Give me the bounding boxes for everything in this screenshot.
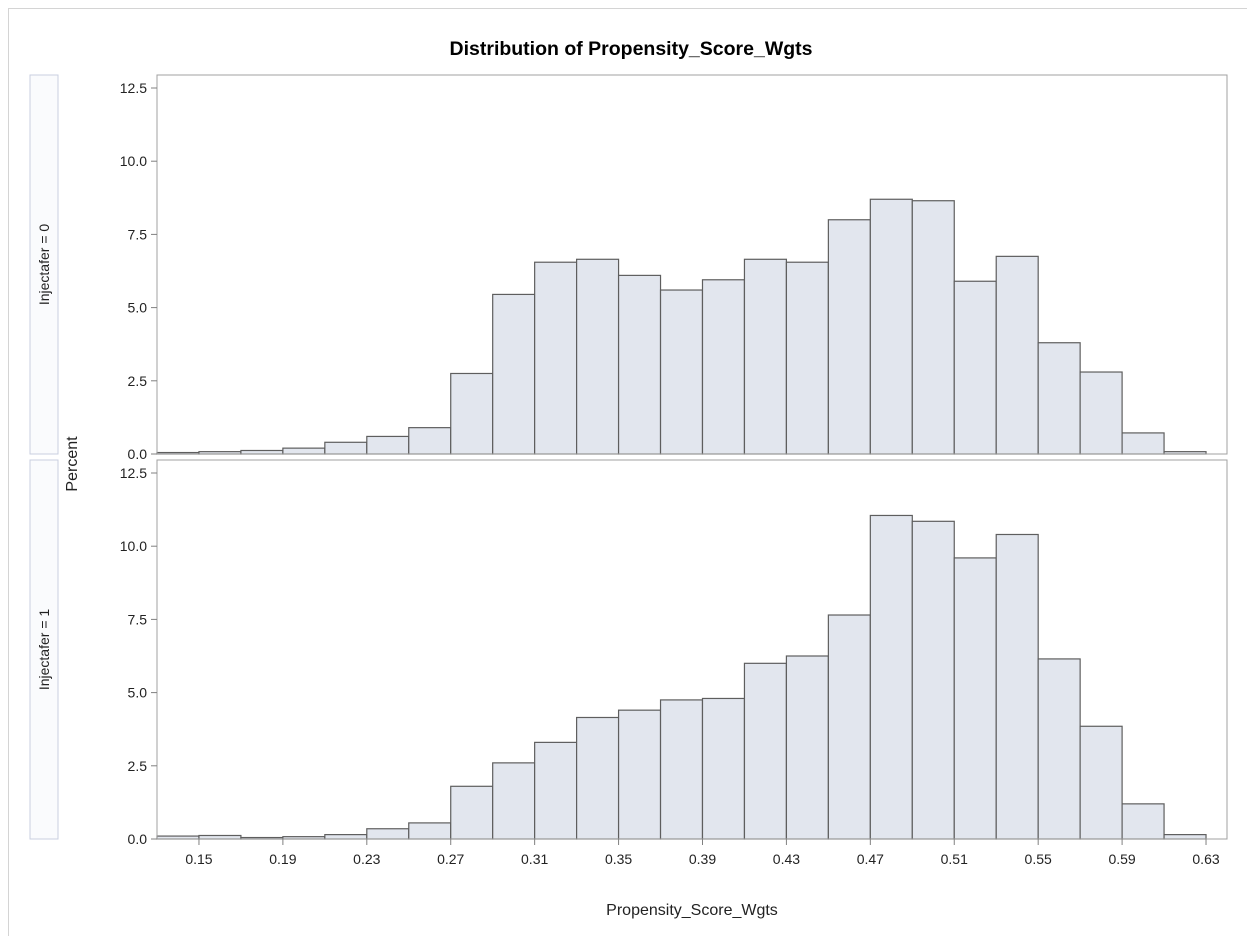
histogram-bar [576, 258, 620, 455]
y-tick-label: 7.5 [128, 611, 148, 627]
panels: Injectafer = 00.02.55.07.510.012.5Inject… [29, 74, 1228, 847]
y-tick-label: 0.0 [128, 831, 148, 847]
y-axis-title: Percent [64, 436, 81, 492]
histogram-bar [408, 822, 452, 840]
histogram-bar [1037, 342, 1081, 455]
histogram-bar [366, 828, 410, 840]
histogram-bar [953, 280, 997, 455]
y-tick-label: 7.5 [128, 226, 148, 242]
histogram-bar [1079, 725, 1123, 840]
histogram-bar [869, 514, 913, 840]
histogram-bar [408, 427, 452, 455]
x-tick-label: 0.35 [605, 851, 632, 867]
x-tick-label: 0.15 [185, 851, 212, 867]
histogram-bar [492, 762, 536, 840]
histogram-bar [701, 279, 746, 455]
histogram-bar [869, 198, 913, 455]
histogram-bar [911, 200, 955, 455]
histogram-bar [785, 261, 829, 455]
panel-1: Injectafer = 1 0.0 2.5 5.0 7.5 10.0 12.5 [29, 459, 1228, 847]
histogram-bar [282, 447, 326, 455]
histogram-bar [324, 834, 368, 840]
histogram-bar [995, 533, 1039, 840]
plot-frame [156, 74, 1228, 455]
x-tick-label: 0.19 [269, 851, 296, 867]
histogram-bar [366, 435, 410, 455]
histogram-bar [324, 441, 368, 455]
histogram-bar [450, 785, 494, 840]
histogram-bar [1163, 834, 1207, 840]
y-tick-label: 10.0 [120, 153, 147, 169]
x-tick-label: 0.31 [521, 851, 548, 867]
x-tick-label: 0.55 [1025, 851, 1052, 867]
histogram-bar [1121, 803, 1165, 840]
histogram-bar [534, 261, 578, 455]
histogram-bar [785, 655, 829, 840]
x-tick-label: 0.51 [941, 851, 968, 867]
histogram-bar [827, 614, 871, 840]
histogram-bar [534, 741, 578, 840]
histogram-bar [576, 716, 620, 840]
histogram-bar [743, 258, 788, 455]
panel-label: Injectafer = 0 [36, 224, 52, 306]
x-tick-label: 0.47 [857, 851, 884, 867]
histogram-bar [995, 255, 1039, 455]
panel-strip [29, 459, 59, 840]
histogram-bar [827, 219, 871, 455]
x-tick-label: 0.59 [1108, 851, 1135, 867]
y-tick-label: 2.5 [128, 758, 148, 774]
y-tick-label: 0.0 [128, 446, 148, 462]
plot-frame [156, 459, 1228, 840]
histogram-bar [240, 449, 284, 455]
x-tick-label: 0.63 [1192, 851, 1219, 867]
histogram-bar [1079, 371, 1123, 455]
y-tick-label: 10.0 [120, 538, 147, 554]
histogram-bar [492, 293, 536, 455]
chart-frame [8, 8, 1247, 936]
histogram-bar [659, 289, 704, 455]
x-axis: 0.15 0.19 0.23 0.27 0.31 0.35 0.39 0.43 0.47 0.51… [185, 839, 1220, 867]
x-tick-label: 0.27 [437, 851, 464, 867]
histogram-bar [659, 699, 704, 840]
histogram-bar [1037, 658, 1081, 840]
y-tick-label: 5.0 [128, 685, 148, 701]
histogram-bar [450, 372, 494, 455]
chart-title: Distribution of Propensity_Score_Wgts [450, 38, 813, 60]
histogram-bar [617, 274, 662, 455]
histogram-bar [617, 709, 662, 840]
x-tick-label: 0.23 [353, 851, 380, 867]
panel-label: Injectafer = 1 [36, 609, 52, 691]
histogram-bar [743, 662, 788, 840]
y-tick-label: 5.0 [128, 300, 148, 316]
panel-0: Injectafer = 0 0.0 2.5 5.0 7.5 10.0 12.5 [29, 74, 1228, 462]
histogram-bar [911, 520, 955, 840]
x-tick-label: 0.43 [773, 851, 800, 867]
x-tick-label: 0.39 [689, 851, 716, 867]
x-axis-title: Propensity_Score_Wgts [606, 902, 778, 919]
histogram-bar [1121, 432, 1165, 455]
y-tick-label: 12.5 [120, 465, 147, 481]
histogram-bar [953, 557, 997, 840]
histogram-bar [198, 834, 242, 840]
histogram-bar [701, 697, 746, 840]
y-tick-label: 12.5 [120, 80, 147, 96]
panel-strip [29, 74, 59, 455]
y-tick-label: 2.5 [128, 373, 148, 389]
